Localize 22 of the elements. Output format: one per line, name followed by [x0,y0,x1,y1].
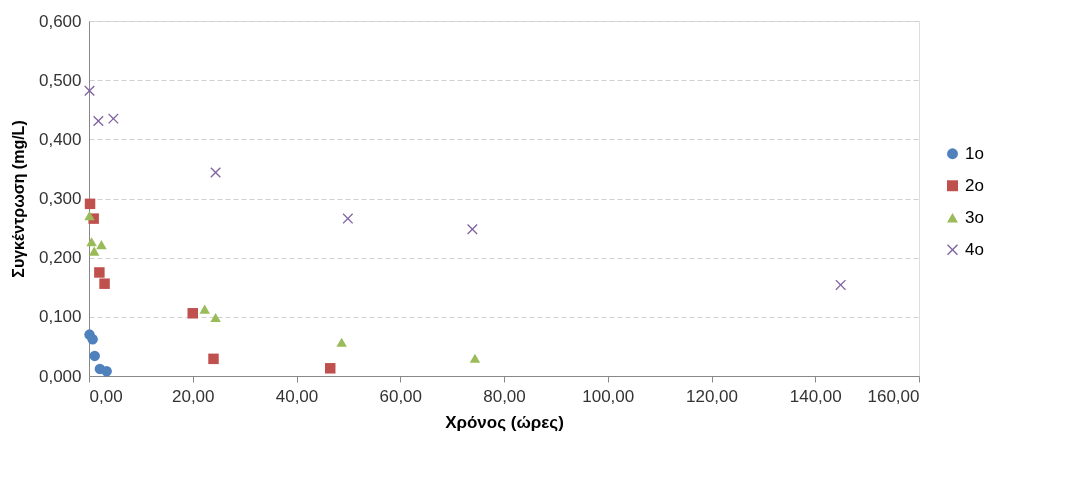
y-tick-label: 0,400 [38,129,82,149]
y-tick-label: 0,100 [38,307,82,327]
x-tick-label: 140,00 [789,386,842,406]
x-tick-label: 160,00 [867,386,920,406]
x-tick-label: 40,00 [275,386,319,406]
x-tick-label: 120,00 [686,386,738,406]
y-tick-label: 0,300 [38,189,82,208]
legend-label: 3o [965,207,984,227]
x-tick-label: 0,00 [89,386,123,406]
y-tick-label: 0,600 [38,11,82,31]
x-tick-label: 60,00 [379,386,423,406]
x-tick-label: 100,00 [582,386,635,406]
x-tick-label: 20,00 [171,386,215,406]
y-axis-title: Συγκέντρωση (mg/L) [9,120,27,278]
legend-label: 1o [965,143,984,163]
legend-label: 4o [965,239,984,259]
x-tick-label: 80,00 [483,386,526,406]
y-tick-label: 0,200 [38,248,82,268]
y-tick-label: 0,000 [38,366,82,386]
x-axis-title: Χρόνος (ώρες) [445,412,564,432]
y-tick-label: 0,500 [38,70,82,90]
legend-label: 2o [965,175,984,195]
